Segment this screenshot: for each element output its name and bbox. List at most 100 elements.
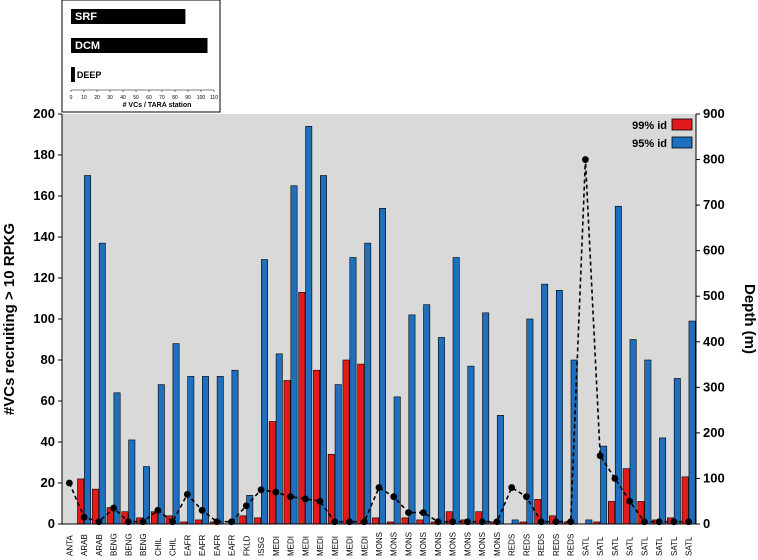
y-tick-label-3: 60: [41, 393, 55, 408]
depth-point-29: [493, 518, 501, 526]
x-category-label-0: ANTA: [65, 535, 74, 556]
y-axis-label: #VCs recruiting > 10 RPKG: [1, 223, 18, 415]
x-category-label-2: ARAB: [95, 534, 104, 556]
x-category-label-38: SATL: [626, 536, 635, 556]
depth-point-1: [80, 513, 88, 521]
depth-point-8: [183, 490, 191, 498]
bar-95-41: [673, 378, 681, 525]
depth-point-7: [169, 518, 176, 526]
depth-point-30: [508, 484, 516, 491]
x-category-label-15: MEDI: [287, 536, 296, 556]
depth-point-39: [640, 518, 648, 526]
x-category-label-10: EAFR: [213, 534, 222, 556]
depth-point-2: [95, 518, 103, 526]
x-category-label-20: MEDI: [360, 536, 369, 556]
x-category-label-3: BENG: [110, 533, 119, 556]
y-tick-label-4: 80: [41, 352, 55, 367]
depth-point-21: [375, 484, 383, 491]
y-tick-label-1: 20: [41, 475, 55, 490]
depth-point-15: [287, 493, 294, 501]
bar-95-2: [98, 242, 106, 525]
bar-99-38: [622, 468, 630, 525]
bar-95-20: [364, 242, 372, 525]
depth-point-36: [596, 452, 604, 460]
bar-99-18: [327, 453, 335, 525]
y-tick-label-8: 160: [33, 188, 55, 203]
legend-label-99: 99% id: [632, 120, 667, 132]
depth-point-10: [213, 518, 221, 526]
y2-tick-label-0: 0: [703, 516, 710, 531]
x-category-label-31: REDS: [522, 534, 531, 556]
x-category-label-40: SATL: [655, 536, 664, 556]
inset-tick-label-8: 80: [172, 95, 178, 101]
bar-95-15: [290, 185, 298, 525]
x-category-label-25: MONS: [434, 532, 443, 556]
x-category-label-16: MEDI: [301, 536, 310, 556]
y2-tick-label-4: 400: [703, 334, 725, 349]
bar-95-11: [231, 369, 239, 525]
bar-99-9: [195, 519, 203, 525]
bar-95-38: [629, 339, 637, 525]
x-category-label-12: FKLD: [242, 535, 251, 556]
y2-tick-label-3: 300: [703, 379, 725, 394]
y-tick-label-5: 100: [33, 311, 55, 326]
y2-tick-label-8: 800: [703, 152, 725, 167]
bar-95-17: [320, 175, 327, 525]
y-tick-label-0: 0: [48, 516, 55, 531]
depth-point-4: [124, 518, 132, 526]
x-category-label-41: SATL: [670, 536, 679, 556]
bar-95-30: [511, 519, 519, 525]
inset-bar-deep: [71, 67, 75, 82]
legend: 99% id 95% id: [632, 118, 693, 150]
bar-99-37: [608, 501, 615, 525]
bar-99-21: [372, 517, 379, 525]
inset-tick-label-3: 30: [107, 95, 113, 101]
x-category-label-29: MONS: [493, 532, 502, 556]
inset-bar-dcm: [71, 38, 208, 53]
y-tick-label-2: 40: [41, 434, 55, 449]
x-category-label-42: SATL: [685, 536, 694, 556]
x-category-label-6: CHIL: [154, 537, 163, 556]
bar-95-1: [84, 175, 92, 525]
inset-tick-label-0: 0: [70, 95, 73, 101]
bar-99-42: [681, 476, 689, 525]
depth-point-35: [582, 156, 589, 163]
bar-95-24: [423, 304, 431, 525]
bar-95-33: [555, 289, 563, 525]
y2-tick-label-2: 200: [703, 425, 725, 440]
bar-99-23: [401, 517, 409, 525]
x-category-label-39: SATL: [640, 536, 649, 556]
depth-point-19: [346, 518, 353, 526]
depth-point-6: [154, 506, 162, 514]
x-category-label-1: ARAB: [80, 534, 89, 556]
x-category-label-26: MONS: [449, 532, 458, 556]
inset-bar-srf: [71, 9, 186, 24]
inset-tick-label-2: 20: [94, 95, 100, 101]
inset-tick-label-7: 70: [159, 95, 165, 101]
depth-point-27: [464, 518, 471, 526]
bar-95-13: [261, 259, 268, 525]
depth-point-5: [139, 518, 147, 526]
legend-swatch-95: [671, 136, 693, 149]
x-category-label-17: MEDI: [316, 536, 325, 556]
inset-label-deep: DEEP: [77, 70, 102, 80]
bar-95-9: [202, 376, 209, 525]
bar-95-31: [526, 318, 534, 525]
x-category-label-7: CHIL: [169, 537, 178, 556]
bar-95-27: [467, 365, 475, 525]
y2-tick-label-5: 500: [703, 288, 725, 303]
depth-point-17: [316, 497, 324, 505]
x-category-label-14: MEDI: [272, 536, 281, 556]
x-category-label-19: MEDI: [346, 536, 355, 556]
depth-point-31: [523, 493, 530, 501]
depth-point-33: [552, 518, 560, 526]
bar-99-13: [254, 517, 262, 525]
depth-point-18: [331, 518, 339, 526]
depth-point-13: [257, 486, 265, 494]
bar-95-19: [349, 257, 357, 525]
bar-95-4: [128, 439, 136, 525]
inset-tick-label-1: 10: [81, 95, 87, 101]
inset-label-dcm: DCM: [75, 40, 100, 52]
bar-95-5: [143, 466, 150, 525]
bar-95-18: [334, 384, 342, 525]
